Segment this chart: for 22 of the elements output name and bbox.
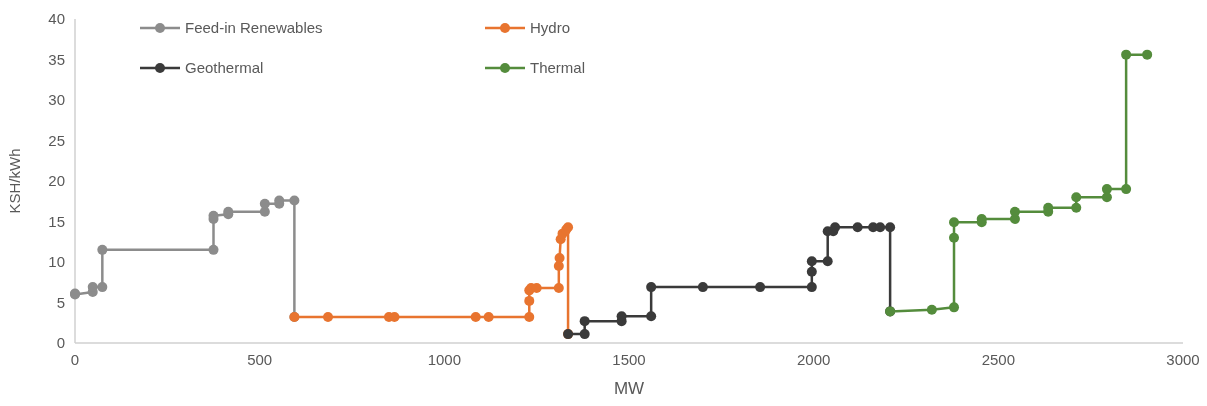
y-tick-label: 10 xyxy=(48,253,65,271)
x-axis-title: MW xyxy=(613,379,645,398)
x-tick-label: 3000 xyxy=(1166,351,1200,368)
legend-label: Geothermal xyxy=(185,59,264,77)
y-tick-label: 15 xyxy=(48,212,65,230)
x-tick-label: 2500 xyxy=(981,351,1016,368)
y-tick-label: 5 xyxy=(56,293,65,311)
x-tick-label: 500 xyxy=(247,351,273,368)
legend-label: Thermal xyxy=(530,59,586,77)
x-tick-label: 2000 xyxy=(796,351,831,368)
y-tick-label: 40 xyxy=(48,10,65,28)
x-tick-label: 0 xyxy=(70,351,80,368)
x-tick-label: 1500 xyxy=(612,351,646,368)
y-tick-label: 0 xyxy=(56,334,65,352)
legend-label: Feed-in Renewables xyxy=(185,19,323,37)
y-axis-title: KSH/kWh xyxy=(6,148,23,214)
y-tick-label: 30 xyxy=(48,91,65,109)
legend-label: Hydro xyxy=(530,19,571,37)
y-tick-label: 20 xyxy=(48,172,65,190)
y-tick-label: 35 xyxy=(48,50,65,68)
x-tick-label: 1000 xyxy=(427,351,462,368)
y-tick-label: 25 xyxy=(48,131,65,149)
